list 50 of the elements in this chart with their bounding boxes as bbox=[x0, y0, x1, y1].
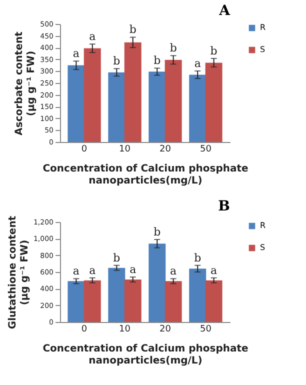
data-label: a bbox=[210, 264, 218, 277]
y-axis-title: Glutathione content (µg g⁻¹ FW) bbox=[7, 216, 30, 330]
data-label: a bbox=[72, 47, 80, 60]
data-label: b bbox=[210, 44, 218, 58]
bar bbox=[164, 281, 182, 322]
x-axis-title: Concentration of Calcium phosphate nanoparticles(mg/L) bbox=[42, 164, 249, 186]
legend-label: R bbox=[260, 23, 266, 32]
bar bbox=[124, 42, 142, 142]
data-label: b bbox=[170, 42, 177, 55]
data-label: b bbox=[194, 251, 202, 264]
data-label: a bbox=[170, 264, 178, 278]
bar bbox=[189, 268, 206, 322]
bar bbox=[68, 281, 85, 322]
legend-label: S bbox=[260, 45, 266, 54]
data-label: b bbox=[113, 251, 120, 264]
bar bbox=[84, 280, 101, 322]
bar bbox=[68, 65, 85, 142]
data-label: b bbox=[113, 54, 120, 68]
bar bbox=[108, 268, 126, 322]
x-tick-label: 10 bbox=[119, 324, 131, 334]
chart-title: A bbox=[218, 3, 232, 19]
y-axis-title: Ascorbate content (µg g⁻¹ FW) bbox=[14, 31, 38, 136]
data-label: a bbox=[130, 263, 137, 276]
x-tick-label: 50 bbox=[200, 324, 212, 334]
chart-title: B bbox=[218, 198, 230, 214]
data-label: a bbox=[194, 56, 202, 70]
x-tick-label: 20 bbox=[160, 324, 172, 334]
x-tick-label: 20 bbox=[160, 144, 172, 154]
legend-label: R bbox=[260, 221, 266, 230]
data-label: a bbox=[89, 264, 96, 277]
bar bbox=[189, 74, 206, 142]
data-label: a bbox=[89, 30, 96, 44]
x-tick-label: 0 bbox=[81, 144, 88, 154]
legend-label: S bbox=[260, 243, 266, 252]
data-label: a bbox=[72, 264, 80, 278]
bar bbox=[148, 244, 166, 322]
bar bbox=[124, 280, 142, 322]
bar bbox=[108, 72, 126, 142]
data-label: b bbox=[154, 54, 161, 68]
x-tick-label: 50 bbox=[200, 144, 212, 154]
x-axis-title: Concentration of Calcium phosphate nanoparticles(mg/L) bbox=[42, 344, 249, 366]
bar bbox=[148, 72, 166, 142]
data-label: b bbox=[129, 23, 136, 36]
bar bbox=[205, 280, 222, 322]
x-tick-label: 10 bbox=[119, 144, 131, 154]
bar bbox=[84, 48, 101, 142]
data-label: b bbox=[154, 226, 161, 238]
x-tick-label: 0 bbox=[81, 324, 88, 334]
bar bbox=[164, 60, 182, 142]
bar bbox=[205, 62, 222, 142]
